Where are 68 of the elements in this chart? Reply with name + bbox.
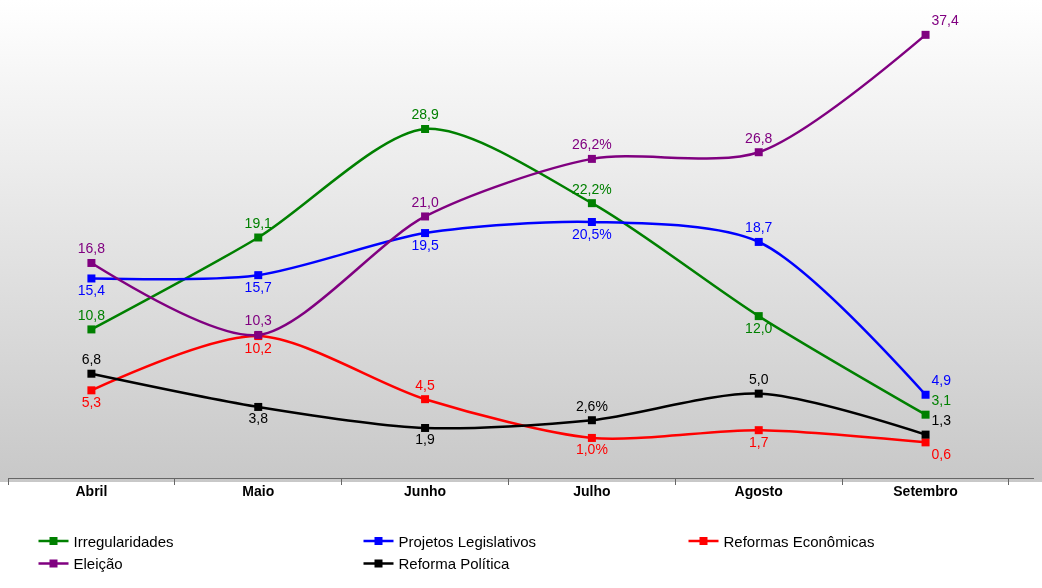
data-label: 5,3 (81, 393, 102, 410)
point (587, 154, 596, 163)
point (754, 389, 763, 398)
point (421, 212, 430, 221)
point (421, 423, 430, 432)
point (587, 416, 596, 425)
point (921, 390, 930, 399)
data-label: 19,5 (411, 236, 439, 253)
point (587, 199, 596, 208)
data-label: 20,5% (572, 225, 612, 242)
data-label: 1,9 (415, 431, 436, 448)
point (87, 325, 96, 334)
data-label: 26,2% (572, 136, 612, 153)
point (87, 386, 96, 395)
data-label: 1,7 (749, 433, 769, 450)
point (421, 395, 430, 404)
legend-label: Projetos Legislativos (398, 532, 537, 550)
legend-label: Irregularidades (73, 532, 174, 550)
data-label: 22,2% (572, 180, 612, 197)
data-label: 26,8 (745, 129, 773, 146)
x-tick-label: Julho (573, 482, 611, 499)
point (921, 30, 930, 39)
point (87, 369, 96, 378)
point (421, 229, 430, 238)
data-label: 15,7 (244, 278, 273, 295)
x-tick-label: Abril (75, 482, 108, 499)
data-label: 12,0 (745, 319, 773, 336)
data-label: 4,5 (415, 376, 436, 393)
data-label: 1,3 (931, 412, 952, 429)
data-label: 3,1 (931, 392, 952, 409)
legend-label: Eleição (73, 555, 123, 573)
data-label: 21,0 (411, 193, 439, 210)
point (921, 430, 930, 439)
legend-label: Reformas Econômicas (723, 532, 875, 550)
data-label: 19,1 (244, 215, 273, 231)
data-label: 3,8 (248, 410, 269, 427)
point (921, 410, 930, 419)
point (254, 402, 263, 411)
data-label: 18,7 (745, 219, 773, 236)
point (754, 312, 763, 321)
point (754, 426, 763, 435)
x-tick-label: Agosto (734, 482, 783, 499)
data-label: 0,6 (931, 445, 952, 462)
x-tick-label: Setembro (893, 482, 958, 499)
point (421, 124, 430, 133)
x-tick-label: Junho (404, 482, 447, 499)
data-label: 5,0 (749, 371, 769, 388)
point (87, 258, 96, 267)
data-label: 10,8 (77, 306, 106, 323)
data-label: 37,4 (931, 12, 960, 29)
data-label: 1,0% (575, 441, 608, 458)
point (254, 271, 263, 280)
data-label: 28,9 (411, 106, 439, 123)
point (87, 274, 96, 283)
point (754, 237, 763, 246)
data-label: 10,3 (244, 312, 273, 329)
point (587, 433, 596, 442)
data-label: 15,4 (77, 281, 106, 298)
data-label: 10,2 (244, 339, 273, 356)
legend-label: Reforma Política (398, 555, 511, 573)
data-label: 6,8 (81, 351, 102, 368)
x-tick-label: Maio (242, 482, 275, 499)
point (754, 148, 763, 157)
data-label: 4,9 (931, 372, 952, 389)
point (587, 218, 596, 226)
data-label: 2,6% (575, 397, 608, 414)
data-label: 16,8 (77, 240, 106, 257)
point (254, 233, 263, 242)
